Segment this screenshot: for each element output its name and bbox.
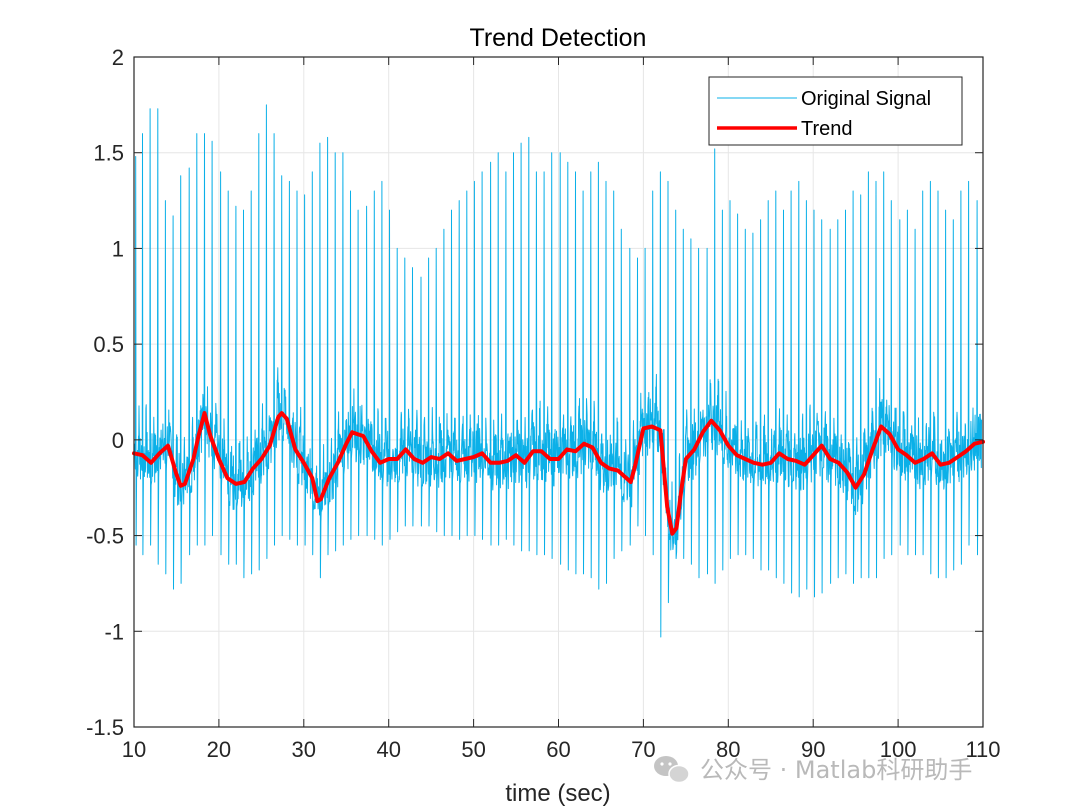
y-tick-label: 1 xyxy=(112,236,124,261)
legend-signal-label: Original Signal xyxy=(801,88,931,110)
chart-title: Trend Detection xyxy=(470,24,647,52)
y-tick-label: 1.5 xyxy=(93,141,124,166)
trend-line xyxy=(132,411,985,536)
y-tick-label: -1 xyxy=(104,619,124,644)
x-axis-label: time (sec) xyxy=(505,780,610,807)
x-tick-label: 30 xyxy=(292,737,316,762)
y-tick-label: -1.5 xyxy=(86,715,124,740)
y-tick-label: 0.5 xyxy=(93,332,124,357)
legend: Original Signal Trend xyxy=(708,76,963,146)
x-tick-label: 70 xyxy=(631,737,655,762)
legend-box xyxy=(708,76,963,146)
trend-series xyxy=(132,411,985,536)
x-tick-label: 110 xyxy=(965,737,1000,762)
y-tick-label: 2 xyxy=(112,45,124,70)
x-tick-label: 40 xyxy=(376,737,400,762)
y-tick-label: -0.5 xyxy=(86,524,124,549)
axis-ticks: 10 20 30 40 50 60 70 80 90 100 110 -1.5 -1 -0.5 0 0.5 1 1… xyxy=(86,45,1000,762)
x-tick-label: 10 xyxy=(122,737,146,762)
x-tick-label: 20 xyxy=(207,737,231,762)
x-tick-label: 50 xyxy=(461,737,485,762)
legend-trend-label: Trend xyxy=(801,118,853,140)
watermark: 公众号 · Matlab科研助手 xyxy=(654,756,972,784)
x-tick-label: 60 xyxy=(546,737,570,762)
x-tick-label: 100 xyxy=(880,737,917,762)
x-tick-label: 80 xyxy=(716,737,740,762)
y-tick-label: 0 xyxy=(112,428,124,453)
wechat-icon xyxy=(654,756,690,784)
watermark-text: 公众号 · Matlab科研助手 xyxy=(700,756,972,784)
x-tick-label: 90 xyxy=(801,737,825,762)
